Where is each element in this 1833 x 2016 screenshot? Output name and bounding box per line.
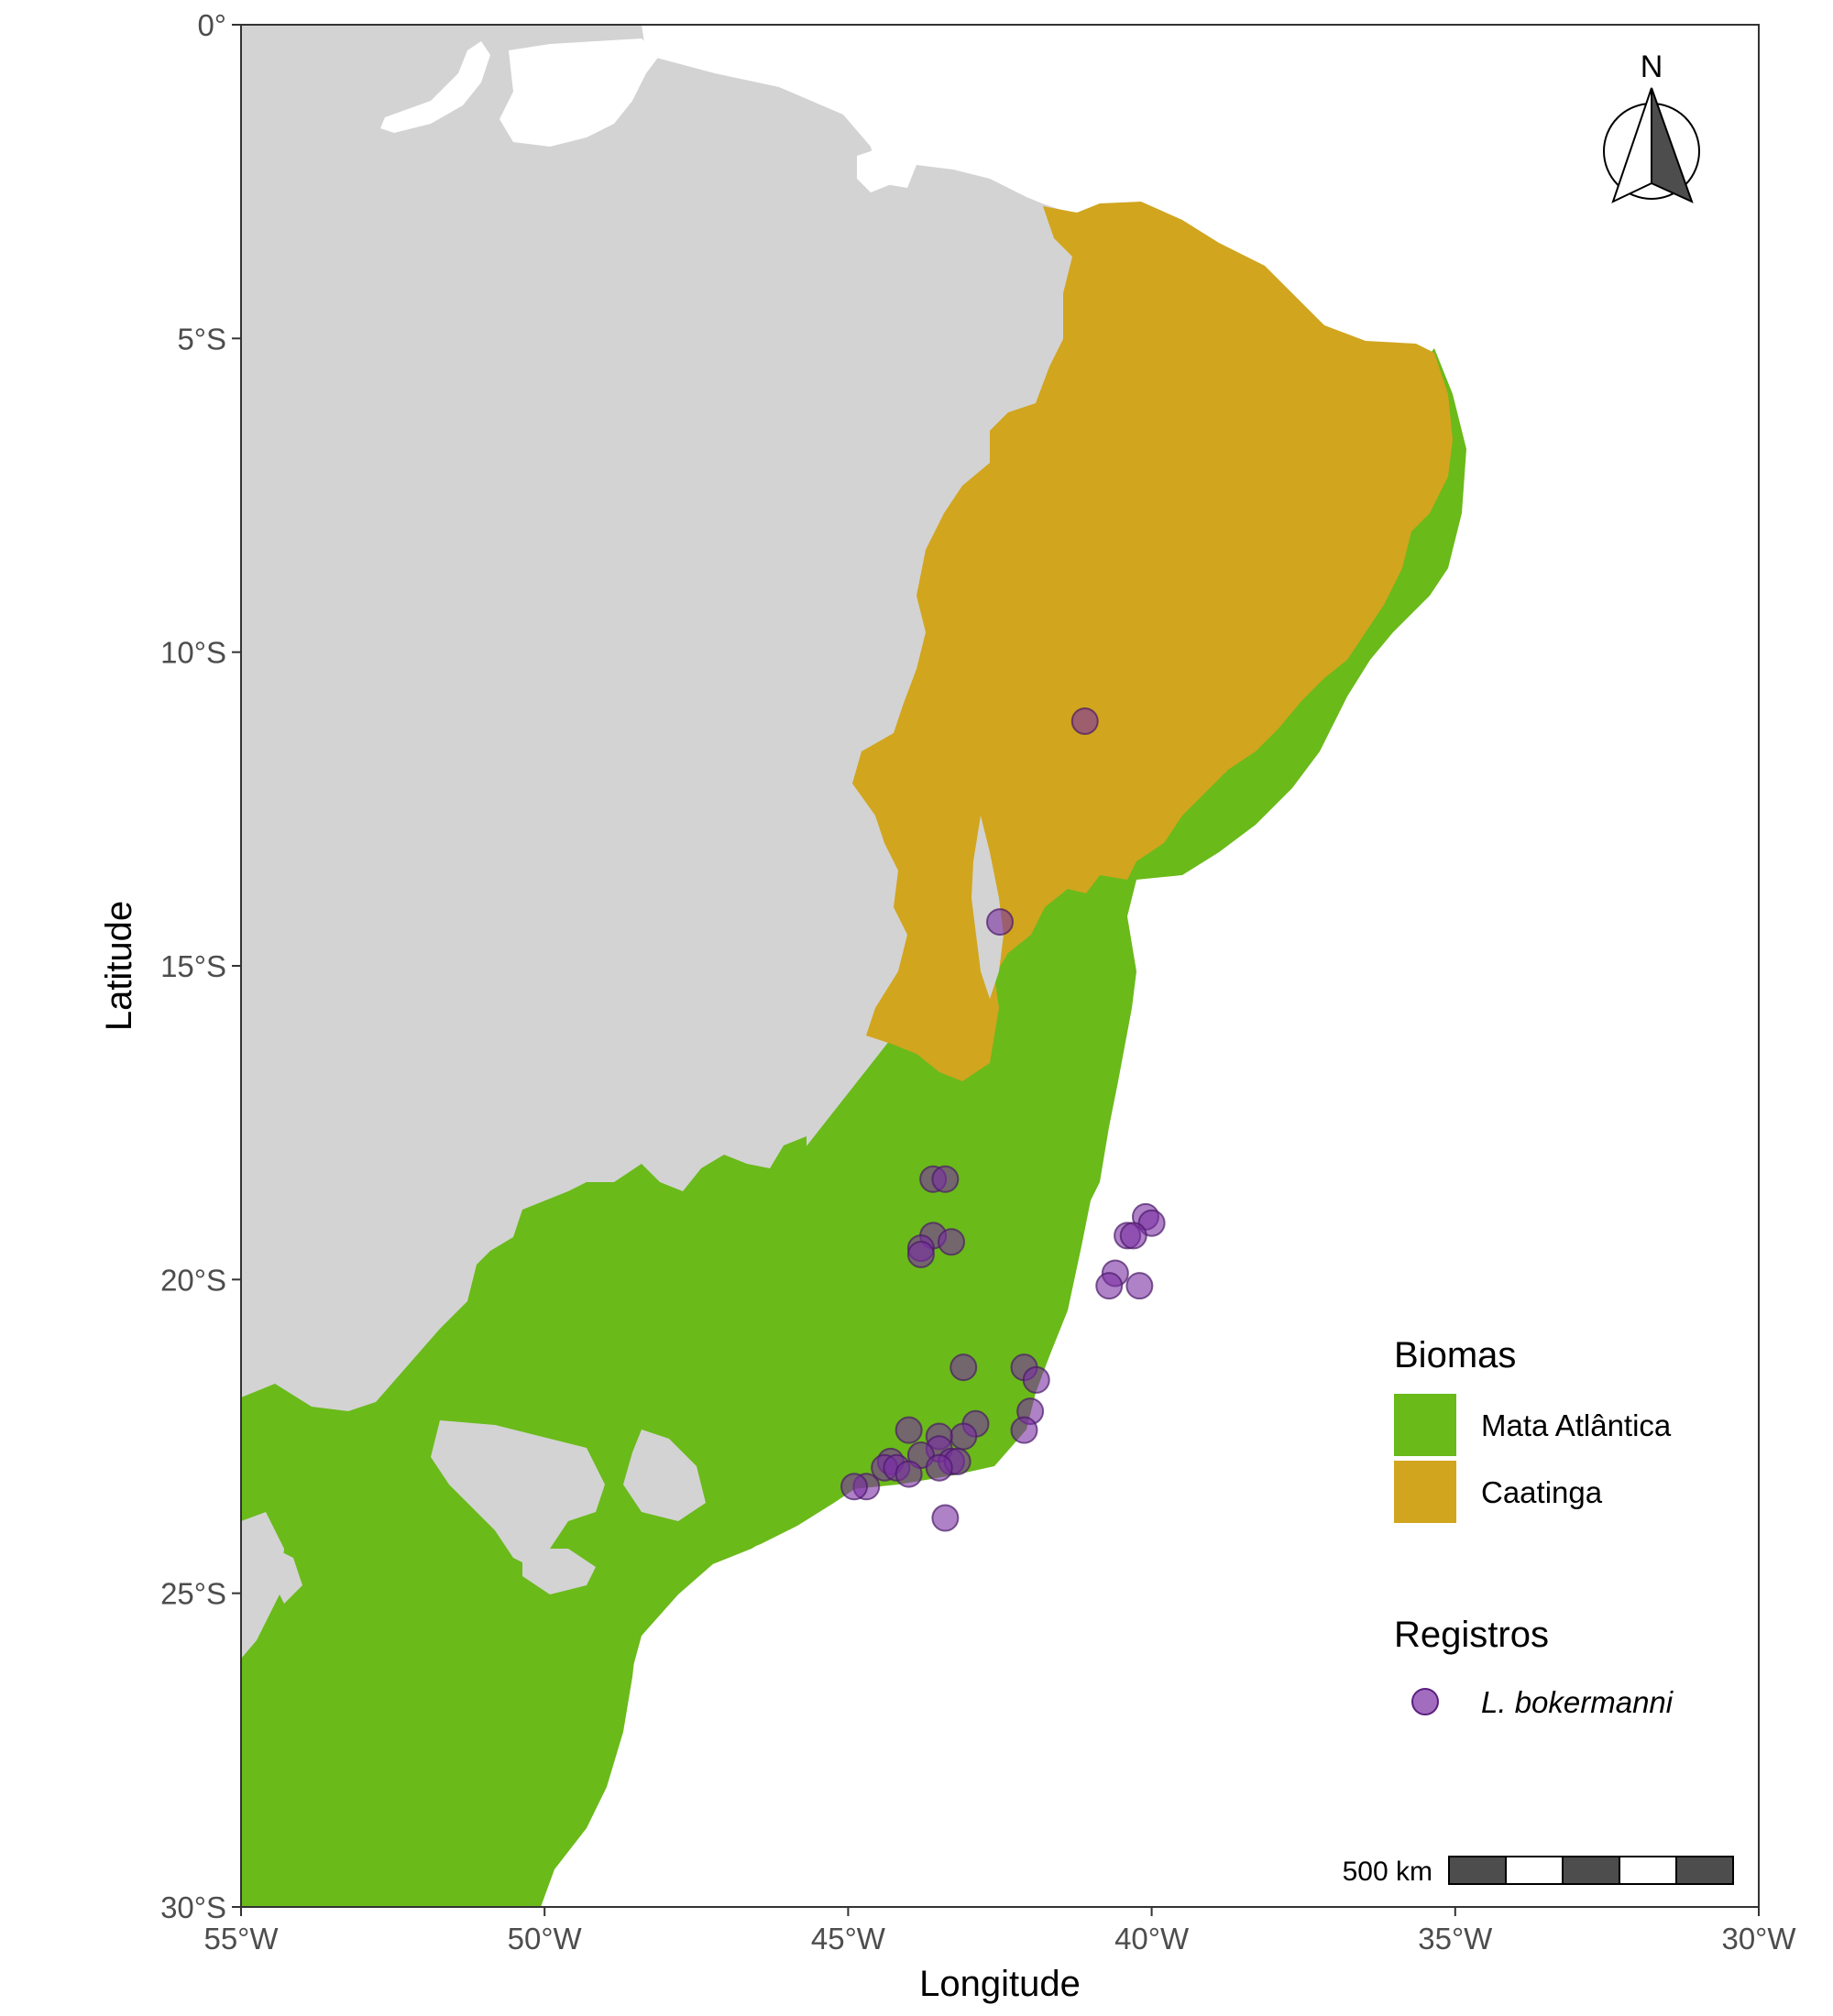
scale-bar-segment <box>1448 1856 1507 1885</box>
record-point <box>931 1165 960 1193</box>
record-point <box>1070 707 1099 735</box>
records-layer <box>840 707 1166 1532</box>
legend-swatch-mata-atlantica <box>1394 1394 1456 1456</box>
record-point <box>949 1422 978 1451</box>
scale-bar-label: 500 km <box>1343 1857 1432 1887</box>
legend-label-caatinga: Caatinga <box>1481 1475 1603 1509</box>
record-point <box>840 1473 869 1501</box>
north-label: N <box>1641 49 1663 84</box>
legend-record-symbol <box>1411 1688 1439 1715</box>
y-tick-label: 30°S <box>160 1890 226 1924</box>
record-point <box>1010 1416 1038 1444</box>
river-valley <box>971 816 1004 999</box>
x-tick-label: 50°W <box>508 1922 583 1956</box>
record-point <box>1095 1272 1124 1300</box>
scale-bar-segment <box>1505 1856 1564 1885</box>
river-estuary <box>857 147 907 192</box>
river-estuary <box>499 38 660 147</box>
y-tick-label: 10°S <box>160 636 226 670</box>
land-patch <box>522 1549 596 1594</box>
legend-biomes: Biomas Mata Atlântica Caatinga <box>1394 1335 1672 1523</box>
scale-bar-segment <box>1562 1856 1620 1885</box>
record-point <box>986 908 1014 937</box>
legend-records: Registros L. bokermanni <box>1394 1615 1674 1719</box>
legend-label-records: L. bokermanni <box>1481 1685 1674 1719</box>
map-layers <box>241 25 1466 1907</box>
record-point <box>949 1353 978 1382</box>
record-point <box>906 1240 935 1268</box>
x-tick-label: 40°W <box>1114 1922 1190 1956</box>
record-point <box>1119 1222 1147 1250</box>
legend-label-mata-atlantica: Mata Atlântica <box>1481 1408 1672 1442</box>
legend-records-title: Registros <box>1394 1615 1549 1655</box>
record-point <box>931 1504 960 1532</box>
land-patch <box>270 1549 302 1604</box>
river-estuary <box>380 41 490 133</box>
x-tick-label: 45°W <box>811 1922 886 1956</box>
record-point <box>895 1460 923 1488</box>
legend-swatch-caatinga <box>1394 1461 1456 1523</box>
caatinga-polygon <box>852 202 1453 1081</box>
scale-bar-segment <box>1619 1856 1677 1885</box>
x-axis: 55°W 50°W 45°W 40°W 35°W 30°W <box>203 1907 1796 1956</box>
y-tick-label: 25°S <box>160 1577 226 1611</box>
north-arrow: N <box>1603 49 1700 203</box>
record-point <box>1125 1272 1154 1300</box>
record-point <box>925 1453 953 1482</box>
land-patch <box>431 1420 605 1567</box>
land-patch <box>241 1265 367 1320</box>
scale-bar-segment <box>1675 1856 1734 1885</box>
land-patch <box>241 1512 284 1659</box>
y-tick-label: 5°S <box>177 322 226 356</box>
x-tick-label: 55°W <box>203 1922 279 1956</box>
y-tick-label: 15°S <box>160 949 226 983</box>
north-arrow-right-half <box>1651 87 1694 203</box>
x-tick-label: 30°W <box>1721 1922 1796 1956</box>
record-point <box>1022 1365 1050 1394</box>
record-point <box>895 1416 923 1444</box>
legend-biomes-title: Biomas <box>1394 1335 1516 1375</box>
x-axis-title: Longitude <box>919 1964 1081 2004</box>
land-patch <box>623 1430 706 1521</box>
y-axis: 0° 5°S 10°S 15°S 20°S 25°S 30°S <box>160 8 241 1924</box>
y-tick-label: 0° <box>197 8 226 42</box>
y-tick-label: 20°S <box>160 1263 226 1297</box>
y-axis-title: Latitude <box>99 901 139 1031</box>
x-tick-label: 35°W <box>1418 1922 1493 1956</box>
record-point <box>938 1228 966 1256</box>
scale-bar: 500 km <box>1343 1856 1734 1887</box>
